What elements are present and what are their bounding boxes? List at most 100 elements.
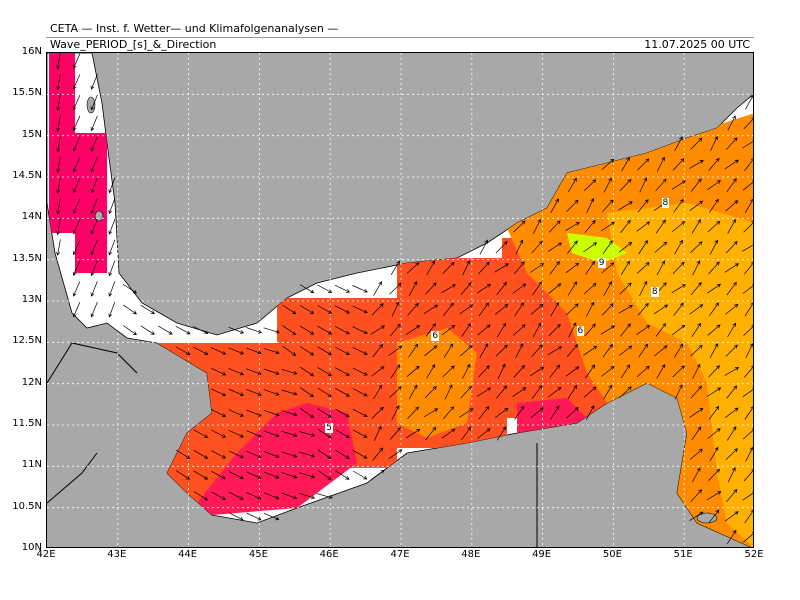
direction-arrow bbox=[515, 239, 524, 255]
direction-arrow bbox=[620, 364, 631, 379]
direction-arrow bbox=[707, 428, 721, 439]
direction-arrow bbox=[461, 322, 472, 337]
direction-arrow bbox=[656, 363, 666, 379]
direction-arrow bbox=[567, 384, 578, 400]
direction-arrow bbox=[246, 512, 262, 521]
direction-arrow bbox=[372, 343, 383, 358]
direction-arrow bbox=[460, 282, 472, 296]
lon-tick-label: 49E bbox=[532, 549, 552, 560]
direction-arrow bbox=[707, 324, 721, 336]
direction-arrow bbox=[547, 242, 562, 252]
direction-arrow bbox=[708, 365, 720, 378]
direction-arrow bbox=[672, 221, 686, 232]
direction-arrow bbox=[689, 160, 704, 169]
direction-arrow bbox=[334, 346, 350, 355]
direction-arrow bbox=[317, 284, 333, 293]
direction-arrow bbox=[389, 386, 402, 398]
direction-arrow bbox=[743, 428, 753, 440]
direction-arrow bbox=[175, 346, 191, 355]
direction-arrow bbox=[495, 344, 508, 357]
contour-value-label: 8 bbox=[650, 286, 659, 297]
direction-arrow bbox=[263, 471, 280, 479]
direction-arrow bbox=[442, 406, 455, 420]
direction-arrow bbox=[228, 491, 244, 500]
direction-arrow bbox=[692, 260, 701, 276]
direction-arrow bbox=[263, 327, 280, 334]
direction-arrow bbox=[459, 345, 473, 357]
direction-arrow bbox=[550, 301, 559, 317]
direction-arrow bbox=[317, 470, 332, 480]
direction-arrow bbox=[317, 305, 333, 314]
direction-arrow bbox=[282, 325, 297, 336]
direction-arrow bbox=[707, 220, 721, 233]
direction-arrow bbox=[391, 301, 400, 317]
direction-arrow bbox=[709, 446, 719, 462]
direction-arrow bbox=[478, 302, 489, 317]
direction-arrow bbox=[601, 158, 615, 171]
direction-arrow bbox=[619, 386, 632, 398]
direction-arrow bbox=[108, 198, 116, 215]
island-socotra bbox=[696, 512, 718, 524]
direction-arrow bbox=[462, 363, 471, 379]
direction-arrow bbox=[408, 280, 418, 296]
direction-arrow bbox=[352, 429, 368, 438]
direction-arrow bbox=[389, 282, 402, 295]
direction-arrow bbox=[478, 406, 490, 420]
direction-arrow bbox=[299, 346, 315, 356]
direction-arrow bbox=[211, 470, 226, 480]
direction-arrow bbox=[478, 261, 490, 275]
lat-tick-label: 13.5N bbox=[12, 252, 42, 264]
direction-arrow bbox=[228, 471, 244, 480]
direction-arrow bbox=[352, 388, 368, 397]
direction-arrow bbox=[690, 489, 703, 502]
direction-arrow bbox=[246, 388, 262, 396]
direction-arrow bbox=[175, 449, 191, 460]
direction-arrow bbox=[496, 426, 507, 441]
direction-arrow bbox=[745, 446, 753, 462]
direction-arrow bbox=[72, 136, 81, 152]
direction-arrow bbox=[745, 95, 753, 110]
direction-arrow bbox=[193, 491, 209, 501]
direction-arrow bbox=[300, 387, 315, 398]
lon-tick-label: 48E bbox=[461, 549, 481, 560]
direction-arrow bbox=[707, 283, 722, 294]
direction-arrow bbox=[406, 325, 421, 335]
direction-arrow bbox=[727, 322, 737, 338]
direction-arrow bbox=[513, 220, 526, 233]
lat-tick-label: 15N bbox=[21, 128, 42, 140]
direction-arrow bbox=[530, 303, 544, 315]
direction-arrow bbox=[228, 347, 245, 355]
direction-arrow bbox=[406, 428, 421, 439]
direction-arrow bbox=[531, 385, 543, 399]
lon-tick-label: 44E bbox=[178, 549, 198, 560]
direction-arrow bbox=[352, 285, 368, 293]
lon-tick-label: 42E bbox=[36, 549, 56, 560]
direction-arrow bbox=[462, 260, 471, 276]
direction-arrow bbox=[246, 471, 262, 479]
direction-arrow bbox=[671, 284, 686, 294]
direction-arrow bbox=[371, 303, 384, 316]
direction-arrow bbox=[476, 387, 492, 397]
direction-arrow bbox=[122, 325, 138, 336]
direction-arrow bbox=[90, 156, 98, 173]
direction-arrow bbox=[530, 366, 545, 377]
direction-arrow bbox=[425, 323, 436, 337]
direction-arrow bbox=[586, 198, 595, 214]
direction-arrow bbox=[708, 157, 720, 171]
direction-arrow bbox=[317, 367, 333, 376]
direction-arrow bbox=[690, 137, 703, 150]
direction-arrow bbox=[373, 281, 382, 296]
direction-arrow bbox=[619, 178, 632, 192]
direction-arrow bbox=[408, 384, 418, 400]
direction-arrow bbox=[477, 428, 491, 439]
direction-arrow bbox=[299, 305, 315, 314]
lon-tick-label: 45E bbox=[248, 549, 268, 560]
direction-arrow bbox=[390, 364, 401, 379]
direction-arrow bbox=[281, 368, 298, 375]
direction-arrow bbox=[210, 347, 227, 355]
direction-arrow bbox=[566, 344, 578, 358]
map-datetime: 11.07.2025 00 UTC bbox=[644, 38, 750, 51]
period-5-south-patch bbox=[197, 403, 357, 515]
direction-arrow bbox=[585, 301, 595, 317]
direction-arrow bbox=[514, 405, 525, 420]
